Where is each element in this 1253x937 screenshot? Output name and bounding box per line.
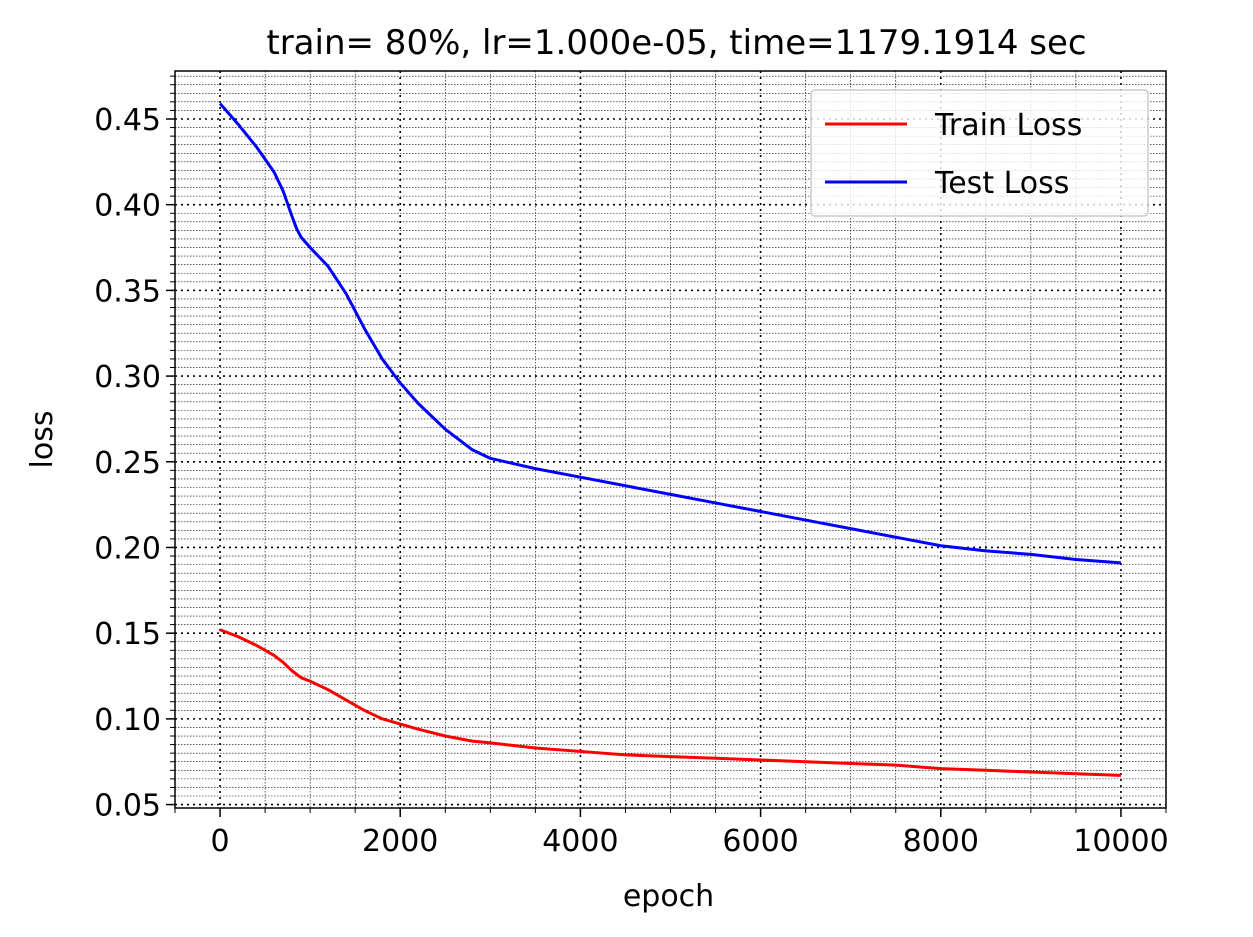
- y-tick-label: 0.35: [94, 274, 161, 309]
- y-tick-label: 0.15: [94, 617, 161, 652]
- chart-title: train= 80%, lr=1.000e-05, time=1179.1914…: [266, 23, 1086, 63]
- legend-box: [810, 89, 1149, 217]
- y-tick-label: 0.40: [94, 189, 161, 224]
- y-tick-labels: 0.05 0.10 0.15 0.20 0.25 0.30 0.35 0.40 0.45: [94, 103, 161, 824]
- y-tick-label: 0.45: [94, 103, 161, 138]
- x-tick-labels: 0 2000 4000 6000 8000 10000: [210, 824, 1168, 859]
- x-tick-label: 8000: [903, 824, 979, 859]
- x-tick-label: 6000: [722, 824, 798, 859]
- y-tick-label: 0.20: [94, 531, 161, 566]
- y-tick-label: 0.05: [94, 789, 161, 824]
- legend-label-train-loss: Train Loss: [934, 108, 1082, 143]
- x-tick-label: 4000: [542, 824, 618, 859]
- y-tick-label: 0.25: [94, 446, 161, 481]
- x-axis-label: epoch: [623, 879, 714, 914]
- series-line-test-loss: [218, 102, 1122, 565]
- y-tick-label: 0.30: [94, 360, 161, 395]
- legend-label-test-loss: Test Loss: [934, 166, 1069, 201]
- series-line-train-loss: [219, 628, 1122, 777]
- x-tick-label: 2000: [362, 824, 438, 859]
- legend: Train Loss Test Loss: [810, 89, 1149, 217]
- y-axis-label: loss: [25, 411, 60, 469]
- series-layer: [218, 102, 1122, 777]
- axis-ticks: [166, 75, 1167, 817]
- minor-grid: [174, 71, 1167, 808]
- x-tick-label: 0: [210, 824, 229, 859]
- y-tick-label: 0.10: [94, 703, 161, 738]
- x-tick-label: 10000: [1073, 824, 1168, 859]
